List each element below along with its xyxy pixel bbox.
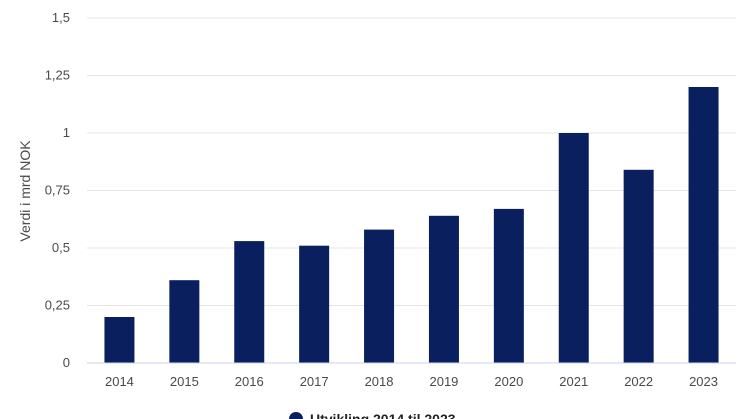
bar-2018[interactable] [364,229,395,363]
y-axis-label: Verdi i mrd NOK [17,140,33,242]
x-tick-label: 2022 [624,374,653,389]
x-tick-label: 2015 [170,374,199,389]
y-tick-label: 1,25 [45,68,70,83]
bar-2016[interactable] [234,241,265,363]
x-tick-label: 2023 [689,374,718,389]
x-tick-label: 2017 [300,374,329,389]
legend-label: Utvikling 2014 til 2023 [310,411,456,419]
bar-2023[interactable] [688,87,719,363]
bar-2014[interactable] [104,317,135,363]
legend-marker-icon [289,412,303,419]
x-tick-label: 2018 [365,374,394,389]
x-tick-label: 2019 [429,374,458,389]
x-tick-label: 2014 [105,374,134,389]
y-tick-label: 1,5 [52,10,70,25]
bar-2015[interactable] [169,280,200,363]
bar-2019[interactable] [428,215,459,363]
bar-2021[interactable] [558,133,589,363]
y-tick-label: 0 [63,355,70,370]
bar-2017[interactable] [299,245,330,363]
y-tick-label: 1 [63,125,70,140]
x-axis-ticks: 2014 2015 2016 2017 2018 2019 2020 2021 2022 2023 [105,374,718,389]
y-tick-label: 0,25 [45,298,70,313]
bars [104,87,719,363]
x-tick-label: 2020 [494,374,523,389]
x-tick-label: 2021 [559,374,588,389]
bar-2022[interactable] [623,169,654,363]
y-tick-label: 0,5 [52,240,70,255]
bar-2020[interactable] [493,208,524,363]
y-tick-label: 0,75 [45,183,70,198]
legend[interactable]: Utvikling 2014 til 2023 [289,411,456,419]
x-tick-label: 2016 [235,374,264,389]
y-axis-ticks: 0 0,25 0,5 0,75 1 1,25 1,5 [45,10,70,370]
